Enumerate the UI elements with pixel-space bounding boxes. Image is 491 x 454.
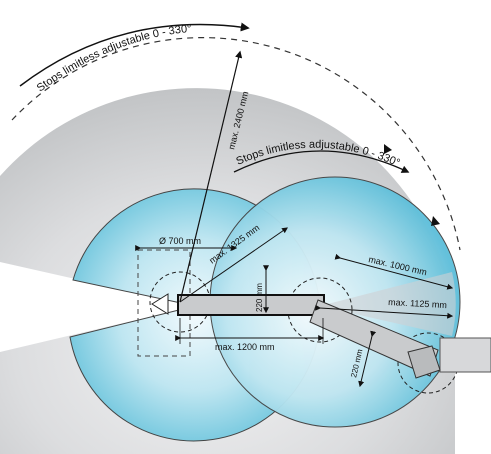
first-arm — [177, 294, 325, 316]
radius-1125-label: max. 1125 mm — [388, 297, 447, 310]
outer-arc-arrow — [19, 22, 250, 87]
radius-1000-dim — [334, 253, 454, 290]
end-mount — [439, 337, 491, 373]
base-footprint — [137, 249, 191, 357]
end-joint — [407, 345, 441, 379]
height-220-left-label: 220 mm — [255, 283, 264, 312]
height-220-right-dim — [358, 330, 377, 388]
outer-reach-outline — [11, 37, 461, 251]
radius-1325-line — [179, 227, 288, 303]
inner-arc-arrow — [233, 150, 410, 173]
arc-tick-2 — [431, 216, 440, 226]
outer-stops-label: Stops limitless adjustable 0 - 330° — [35, 23, 192, 94]
radius-2400-line — [179, 50, 243, 303]
radius-1125-dim — [315, 304, 454, 319]
arc-tick-1 — [384, 144, 392, 154]
dia-700-label: Ø 700 mm — [159, 236, 201, 246]
base-arrow-icon — [151, 293, 169, 315]
svg-text:Stops limitless adjustable 0 -: Stops limitless adjustable 0 - 330° — [35, 23, 192, 94]
width-1200-label: max. 1200 mm — [215, 342, 275, 352]
